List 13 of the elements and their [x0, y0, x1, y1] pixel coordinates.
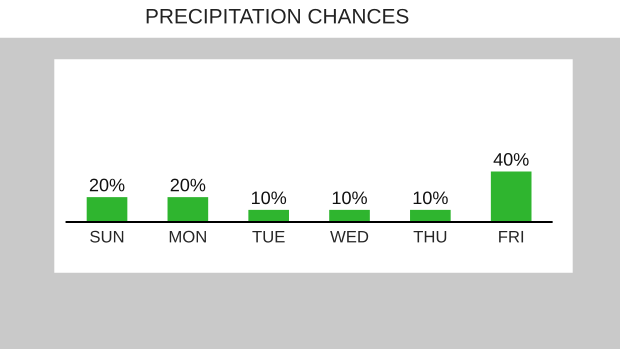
data-label: 10%	[414, 191, 448, 204]
data-label: 20%	[170, 178, 206, 192]
x-tick-label: MON	[170, 230, 206, 243]
chart-title: PRECIPITATION CHANCES	[146, 8, 408, 24]
x-tick-label: TUE	[252, 230, 285, 243]
x-tick-label: FRI	[499, 230, 524, 242]
data-label: 10%	[252, 191, 286, 204]
data-label: 40%	[494, 153, 529, 166]
x-tick-label: WED	[330, 230, 368, 242]
data-label: 10%	[332, 191, 367, 204]
x-tick-label: THU	[414, 230, 446, 243]
x-tick-label: SUN	[90, 230, 124, 243]
data-label: 20%	[90, 178, 124, 192]
